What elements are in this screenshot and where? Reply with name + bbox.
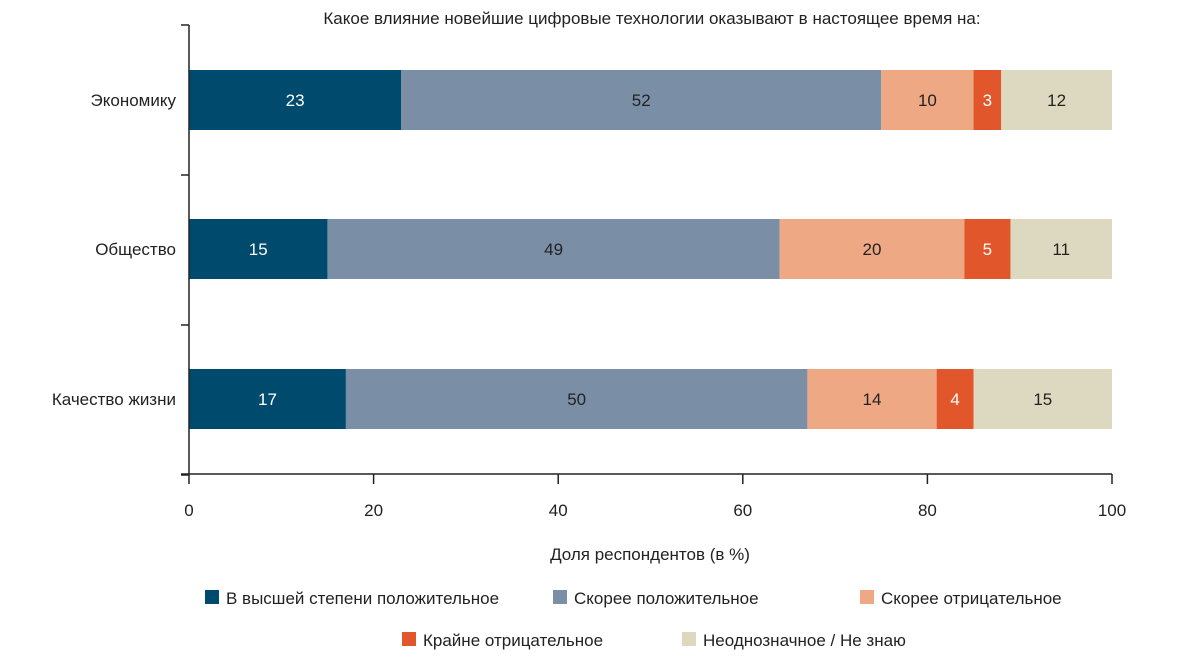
chart-title: Какое влияние новейшие цифровые технолог… [323, 9, 980, 28]
bar-segment [1010, 219, 1112, 279]
data-label: 15 [249, 240, 268, 259]
legend-swatch [553, 590, 567, 604]
data-label: 49 [544, 240, 563, 259]
bar-segment [345, 369, 808, 429]
data-label: 17 [258, 390, 277, 409]
bar-segment [189, 70, 402, 130]
bar-segment [189, 369, 346, 429]
data-label: 52 [632, 91, 651, 110]
data-label: 50 [567, 390, 586, 409]
legend-label: Крайне отрицательное [423, 631, 603, 650]
legend-label: Неоднозначное / Не знаю [703, 631, 906, 650]
bar-segment [964, 219, 1011, 279]
legend-swatch [682, 632, 696, 646]
bar-segment [936, 369, 974, 429]
data-label: 10 [918, 91, 937, 110]
data-label: 5 [983, 240, 992, 259]
x-tick-label: 60 [733, 501, 752, 520]
x-tick-label: 0 [184, 501, 193, 520]
legend-label: Скорее положительное [574, 589, 759, 608]
data-label: 3 [983, 91, 992, 110]
legend-label: В высшей степени положительное [226, 589, 499, 608]
bar-segment [973, 369, 1112, 429]
x-axis-label: Доля респондентов (в %) [550, 545, 750, 564]
data-label: 23 [286, 91, 305, 110]
bar-segment [401, 70, 882, 130]
x-tick-label: 20 [364, 501, 383, 520]
category-label: Общество [95, 240, 176, 259]
legend-swatch [860, 590, 874, 604]
data-label: 11 [1052, 240, 1070, 259]
legend-label: Скорее отрицательное [881, 589, 1062, 608]
bar-segment [1001, 70, 1112, 130]
category-label: Качество жизни [52, 390, 176, 409]
x-tick-label: 40 [549, 501, 568, 520]
bar-segment [779, 219, 965, 279]
data-label: 20 [863, 240, 882, 259]
data-label: 14 [863, 390, 882, 409]
legend-swatch [402, 632, 416, 646]
bar-segment [189, 219, 328, 279]
x-tick-label: 80 [918, 501, 937, 520]
bar-segment [973, 70, 1002, 130]
bar-segment [327, 219, 780, 279]
x-tick-label: 100 [1098, 501, 1126, 520]
category-label: Экономику [91, 91, 177, 110]
bar-segment [881, 70, 974, 130]
legend-swatch [205, 590, 219, 604]
data-label: 12 [1047, 91, 1066, 110]
bar-segment [807, 369, 937, 429]
data-label: 4 [950, 390, 959, 409]
data-label: 15 [1033, 390, 1052, 409]
